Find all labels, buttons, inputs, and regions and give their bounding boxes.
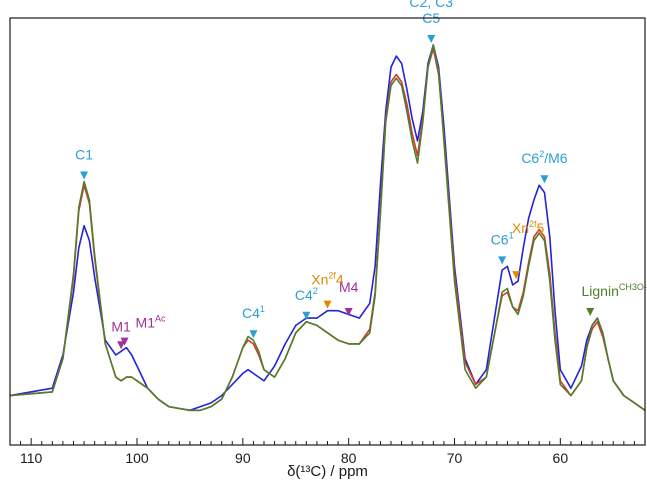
x-tick-label: 80: [341, 450, 357, 466]
annotation-arrow: [302, 311, 311, 320]
annotation-arrow: [540, 175, 549, 184]
annotation-arrow: [117, 341, 126, 350]
peak-annotation-9: C61: [491, 230, 514, 265]
peak-annotation-12: LigninCH3O-: [582, 282, 647, 317]
peak-annotation-6: Xn2f4: [311, 271, 344, 309]
plot-frame: [9, 17, 646, 446]
spectrum-line-3: [9, 44, 646, 412]
x-tick-label: 110: [20, 450, 43, 466]
annotation-label: C42: [295, 286, 318, 303]
annotation-label: M1Ac: [136, 314, 166, 331]
x-tick-label: 100: [125, 450, 149, 466]
annotation-arrow: [120, 337, 129, 346]
x-tick-label: 70: [447, 450, 463, 466]
annotation-label: C2, C3: [409, 0, 453, 10]
spectrum-line-1: [9, 44, 646, 412]
annotation-label: M4: [339, 279, 359, 295]
annotation-arrow: [323, 300, 332, 309]
annotation-arrow: [80, 171, 89, 180]
peak-annotation-11: C62/M6: [521, 149, 568, 184]
annotation-arrow: [498, 256, 507, 265]
peak-annotation-2: M1: [111, 318, 131, 350]
peak-annotation-3: M1Ac: [120, 314, 166, 346]
x-tick-label: 90: [235, 450, 251, 466]
peak-annotation-5: C42: [295, 286, 318, 320]
annotation-label: Xn2f4: [311, 271, 344, 288]
annotation-arrow: [427, 35, 436, 43]
annotation-label: C62/M6: [521, 149, 567, 166]
annotation-arrow: [344, 308, 353, 317]
annotation-label: C1: [75, 147, 93, 163]
peak-annotation-1: C1: [75, 147, 93, 180]
x-axis-title: δ(¹³C) / ppm: [287, 463, 368, 480]
x-axis: 110 100 90 80 70 60: [9, 438, 646, 466]
peak-annotation-10: Xn2f5: [512, 219, 545, 280]
spectrum-lines: [9, 44, 646, 412]
spectrum-line-2: [9, 47, 646, 412]
peak-annotation-7: M4: [339, 279, 359, 317]
annotation-arrow: [512, 271, 521, 280]
annotation-label: LigninCH3O-: [582, 282, 647, 299]
annotation-label: C41: [242, 304, 265, 321]
annotation-label: Xn2f5: [512, 219, 545, 236]
peak-annotation-4: C41: [242, 304, 265, 339]
annotation-label: C61: [491, 230, 514, 247]
x-tick-label: 60: [553, 450, 569, 466]
annotation-label: M1: [111, 318, 131, 334]
annotation-arrow: [249, 330, 258, 339]
annotation-arrow: [586, 308, 595, 317]
